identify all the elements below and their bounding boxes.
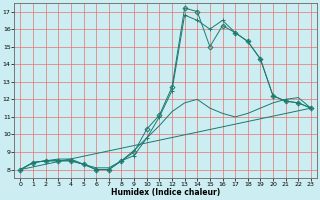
X-axis label: Humidex (Indice chaleur): Humidex (Indice chaleur) bbox=[111, 188, 220, 197]
